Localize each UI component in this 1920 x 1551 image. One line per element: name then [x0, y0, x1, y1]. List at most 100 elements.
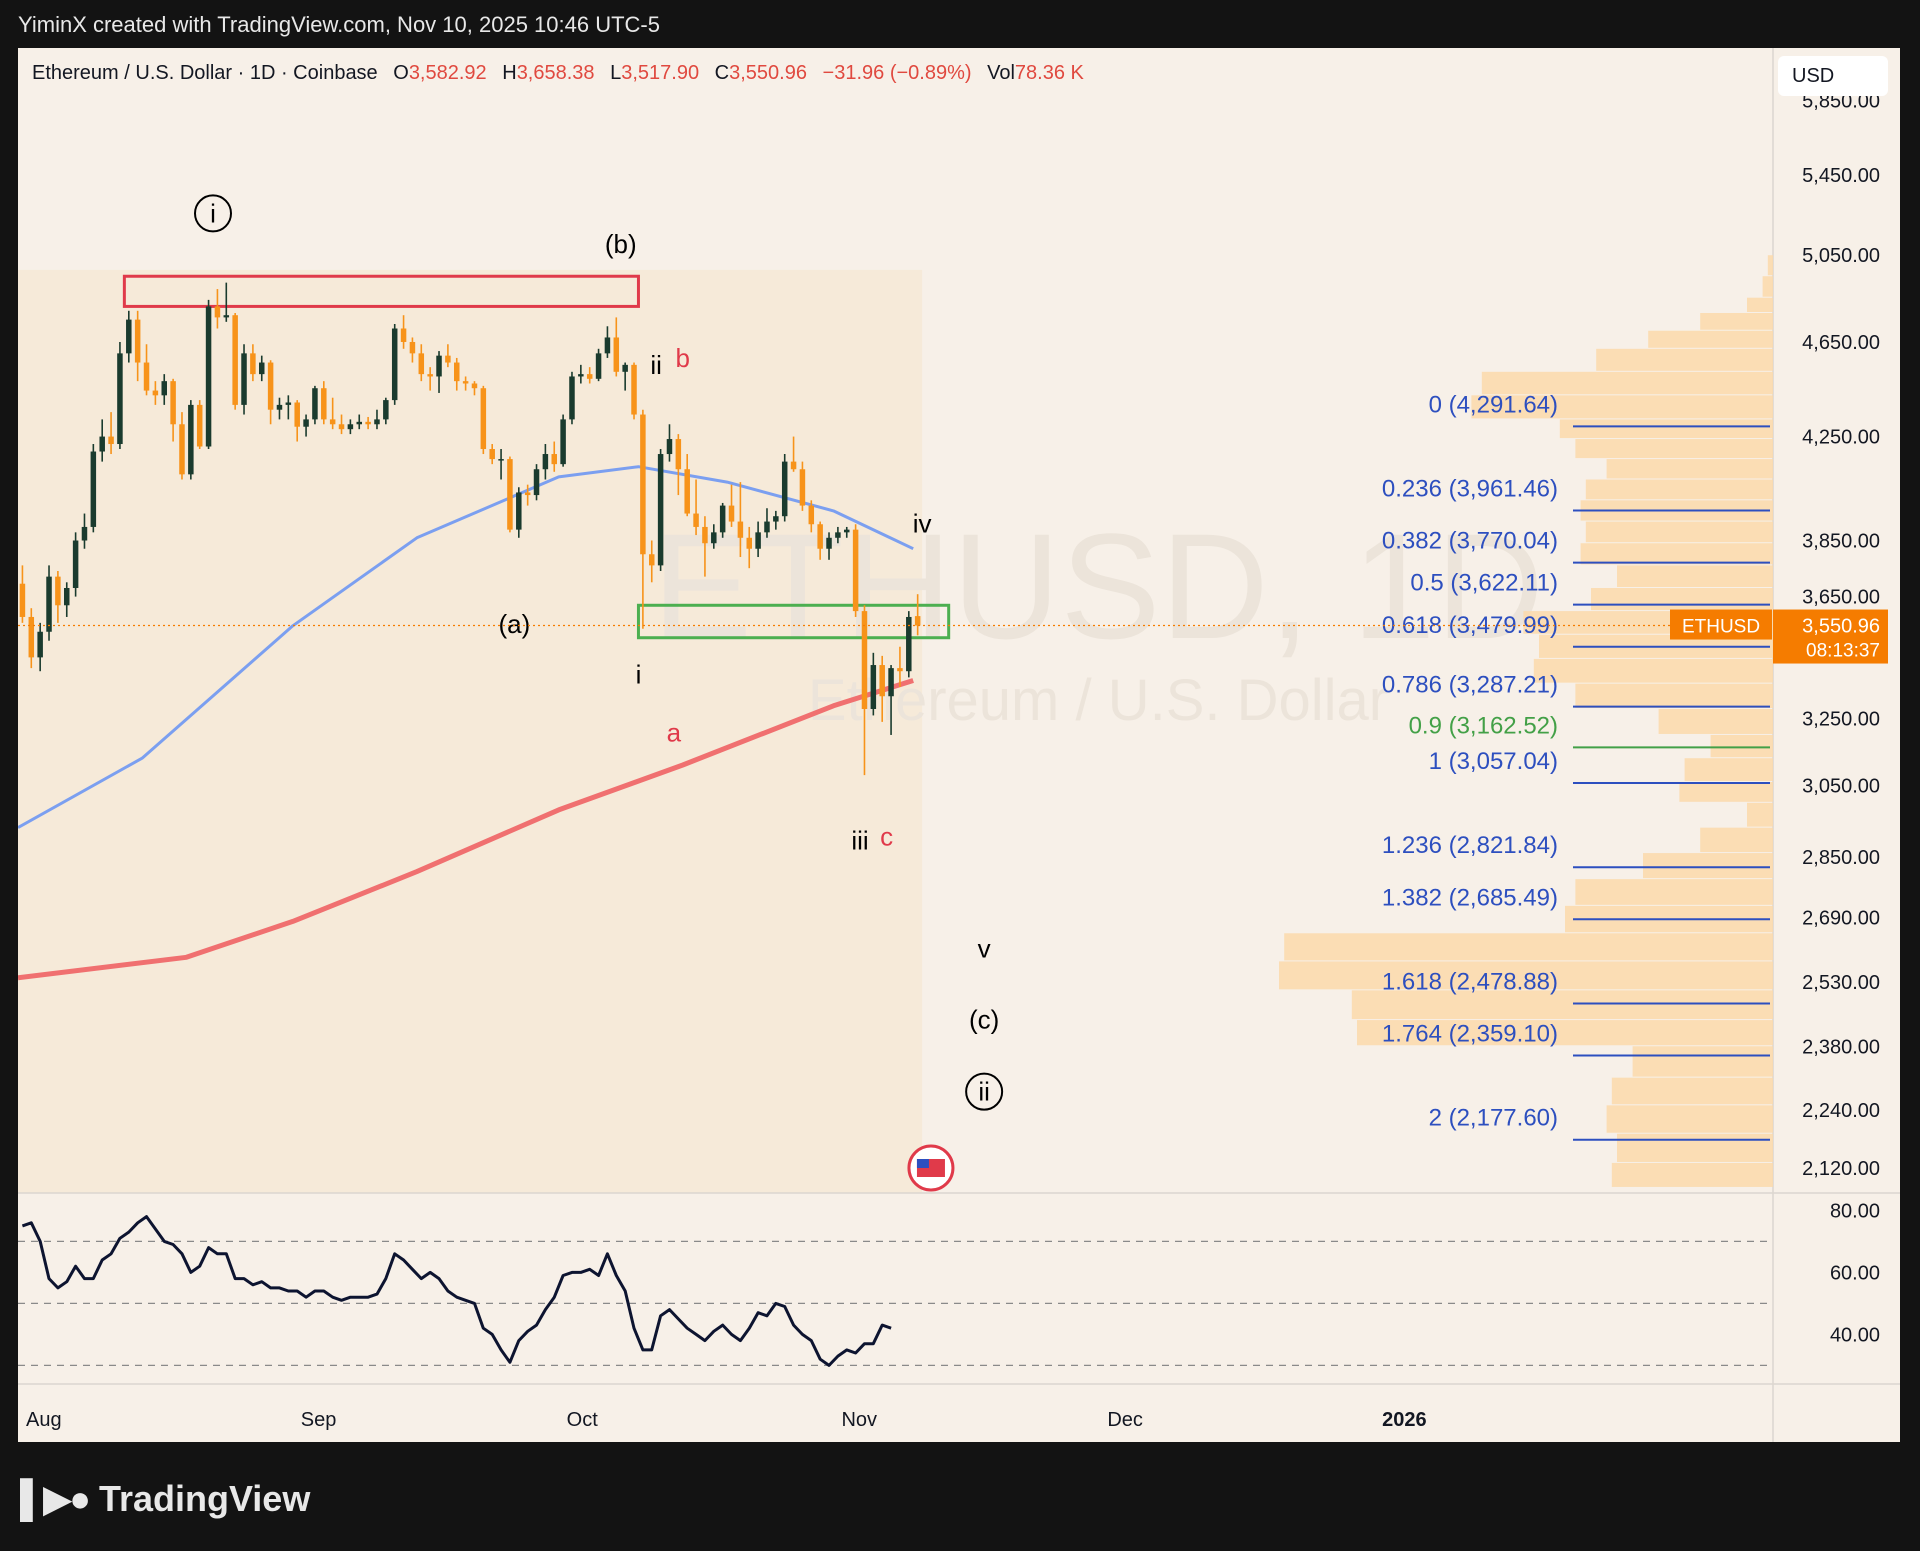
- wave-label: c: [880, 822, 893, 852]
- candle-down: [232, 315, 238, 405]
- candle-up: [622, 364, 628, 372]
- change-value: −31.96 (−0.89%): [822, 62, 972, 84]
- candle-up: [259, 362, 265, 375]
- candle-down: [675, 439, 682, 470]
- candle-down: [214, 306, 221, 318]
- moving-average-slow-line: [18, 678, 914, 981]
- wave-label: v: [978, 933, 991, 963]
- candle-down: [799, 469, 806, 506]
- candle-up: [391, 328, 398, 401]
- candle-up: [383, 400, 389, 420]
- wave-label: iii: [851, 825, 868, 855]
- candle-up: [711, 532, 717, 544]
- volume-profile-bar: [1357, 1020, 1773, 1046]
- candle-up: [826, 537, 832, 549]
- last-price-tag: [1773, 609, 1888, 664]
- price-tick-label: 2,850.00: [1802, 847, 1880, 869]
- volume-profile-bar: [1658, 708, 1773, 734]
- candle-up: [569, 376, 575, 420]
- time-tick-label: Aug: [26, 1409, 62, 1431]
- wave-label: ii: [978, 1077, 990, 1107]
- candle-up: [755, 532, 761, 549]
- candle-down: [684, 469, 690, 514]
- symbol-legend: Ethereum / U.S. Dollar · 1D · Coinbase O…: [32, 62, 1084, 85]
- volume-profile-bar: [1575, 439, 1773, 459]
- time-tick-label: Dec: [1107, 1409, 1143, 1431]
- candle-down: [267, 362, 274, 410]
- last-price-value: 3,550.96: [1802, 616, 1880, 638]
- candle-up: [844, 529, 850, 533]
- watermark-symbol: ETHUSD, 1D: [652, 502, 1544, 670]
- candle-up: [835, 532, 841, 538]
- candle-up: [312, 388, 318, 420]
- candle-up: [560, 419, 566, 465]
- candle-down: [365, 421, 371, 425]
- chart-panel[interactable]: ETHUSD, 1D Ethereum / U.S. Dollar 0 (4,29…: [18, 48, 1900, 1442]
- volume-profile-bar: [1559, 419, 1773, 439]
- candle-up: [117, 353, 123, 445]
- candle-up: [906, 616, 912, 672]
- brand-name: TradingView: [98, 1478, 311, 1519]
- low-value: 3,517.90: [621, 62, 700, 84]
- currency-selector[interactable]: USD: [1778, 56, 1888, 96]
- volume-profile-bar: [1351, 990, 1773, 1020]
- candle-down: [861, 611, 868, 709]
- candle-up: [303, 419, 309, 427]
- candle-down: [728, 505, 735, 522]
- wave-label: ii: [650, 350, 662, 380]
- volume-profile-bar: [1606, 459, 1773, 479]
- close-label: C: [714, 62, 730, 84]
- volume-profile-bar: [1471, 395, 1773, 419]
- tradingview-logo-icon: ▌▶●: [20, 1478, 91, 1519]
- candle-down: [108, 436, 114, 445]
- symbol-title[interactable]: Ethereum / U.S. Dollar · 1D · Coinbase: [32, 62, 378, 84]
- candle-down: [427, 374, 433, 377]
- candle-up: [542, 454, 549, 470]
- fib-level-label: 0.786 (3,287.21): [1382, 672, 1558, 699]
- candle-down: [152, 390, 159, 396]
- volume-profile-bar: [1684, 758, 1773, 781]
- volume-profile-bar: [1575, 683, 1773, 708]
- time-tick-label: Nov: [841, 1409, 877, 1431]
- time-tick-label: Sep: [301, 1409, 337, 1431]
- candle-down: [338, 424, 345, 430]
- volume-profile-bar: [1700, 827, 1773, 853]
- candle-down: [28, 616, 35, 658]
- candle-down: [480, 388, 487, 450]
- volume-profile-bar: [1481, 371, 1773, 395]
- candle-down: [134, 319, 141, 363]
- candle-down: [409, 341, 416, 354]
- rsi-line: [21, 1215, 892, 1367]
- price-tick-label: 3,850.00: [1802, 531, 1880, 553]
- candle-up: [223, 315, 230, 318]
- candle-down: [790, 461, 797, 470]
- candle-down: [462, 381, 469, 384]
- candle-up: [205, 306, 212, 447]
- candle-down: [179, 424, 185, 475]
- fib-level-label: 1 (3,057.04): [1429, 748, 1558, 775]
- candle-up: [37, 631, 43, 658]
- price-tick-label: 3,250.00: [1802, 709, 1880, 731]
- wave-label: b: [676, 343, 690, 373]
- price-tick-label: 2,690.00: [1802, 908, 1880, 930]
- candle-up: [161, 381, 167, 396]
- rsi-tick-label: 60.00: [1830, 1262, 1880, 1284]
- wave-label: iv: [913, 508, 932, 538]
- candle-down: [879, 665, 885, 697]
- candle-down: [471, 383, 478, 389]
- candle-up: [764, 521, 770, 533]
- volume-profile-bar: [1575, 879, 1773, 905]
- candle-up: [533, 469, 540, 496]
- candle-up: [578, 374, 584, 377]
- price-tick-label: 2,240.00: [1802, 1100, 1880, 1122]
- volume-profile-bar: [1611, 1077, 1773, 1105]
- candle-down: [524, 492, 531, 496]
- symbol-tag: [1670, 609, 1772, 640]
- candle-down: [702, 526, 708, 544]
- candle-up: [356, 421, 362, 425]
- candle-up: [276, 404, 283, 410]
- candle-down: [294, 402, 300, 427]
- price-tick-label: 3,050.00: [1802, 775, 1880, 797]
- volume-profile-bar: [1585, 521, 1773, 543]
